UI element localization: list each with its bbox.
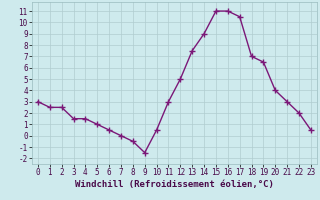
X-axis label: Windchill (Refroidissement éolien,°C): Windchill (Refroidissement éolien,°C) bbox=[75, 180, 274, 189]
